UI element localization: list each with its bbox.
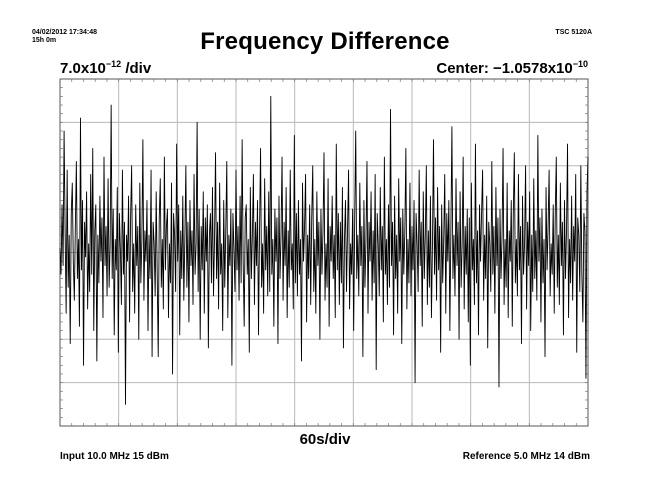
timestamp-block: 04/02/2012 17:34:48 15h 0m xyxy=(32,29,97,45)
center-value: Center: −1.0578x10 xyxy=(436,60,573,77)
center-label: Center: −1.0578x10−10 xyxy=(436,59,588,78)
series-line xyxy=(59,95,589,405)
y-scale-unit: /div xyxy=(121,60,152,77)
input-signal-label: Input 10.0 MHz 15 dBm xyxy=(60,451,169,462)
timestamp-duration: 15h 0m xyxy=(32,37,57,44)
chart-title: Frequency Difference xyxy=(200,28,450,55)
y-scale-label: 7.0x10−12 /div xyxy=(60,59,152,78)
timestamp-date: 04/02/2012 17:34:48 xyxy=(32,29,97,36)
center-exponent: −10 xyxy=(572,59,588,69)
x-scale-label: 60s/div xyxy=(299,431,351,448)
y-scale-mantissa: 7.0x10 xyxy=(60,60,106,77)
reference-signal-label: Reference 5.0 MHz 14 dBm xyxy=(462,451,590,462)
y-scale-exponent: −12 xyxy=(105,59,122,69)
instrument-model: TSC 5120A xyxy=(555,29,592,36)
